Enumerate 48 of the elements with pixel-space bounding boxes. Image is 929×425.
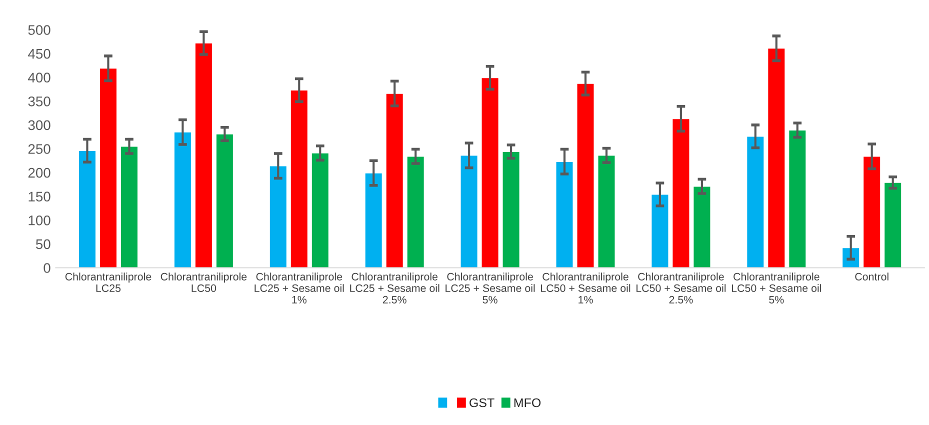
- bar: [767, 48, 786, 268]
- y-tick-label: 200: [28, 168, 50, 178]
- bar: [120, 146, 138, 268]
- bar: [672, 118, 690, 268]
- bar: [746, 136, 764, 268]
- legend-label: MFO: [514, 398, 541, 408]
- bar: [502, 151, 520, 268]
- bar: [194, 42, 213, 268]
- y-tick-label: 300: [28, 120, 50, 130]
- y-tick-label: 400: [28, 72, 50, 83]
- bar: [693, 186, 711, 268]
- y-tick-label: 450: [28, 48, 50, 59]
- y-tick-label: 150: [28, 192, 50, 202]
- y-tick-label: 500: [28, 25, 50, 35]
- y-tick-label: 350: [28, 96, 50, 106]
- legend-label: GST: [470, 398, 494, 408]
- x-tick-label: Chlorantraniliprole LC50 + Sesame oil 5%: [732, 272, 822, 304]
- x-tick-label: Chlorantraniliprole LC25 + Sesame oil 1%: [254, 272, 344, 304]
- bar: [788, 130, 806, 268]
- bar: [576, 83, 594, 268]
- x-tick-label: Chlorantraniliprole LC50 + Sesame oil 2.5%: [636, 272, 726, 304]
- x-tick-label: Control: [855, 272, 888, 280]
- bar: [311, 152, 330, 268]
- bar: [460, 155, 478, 268]
- bar: [651, 194, 669, 268]
- bar: [290, 90, 308, 268]
- bar: [269, 166, 288, 268]
- bar: [99, 68, 118, 268]
- bar: [862, 156, 881, 268]
- x-tick-label: Chlorantraniliprole LC50 + Sesame oil 1%: [541, 272, 630, 304]
- bar: [556, 161, 574, 268]
- x-tick-label: Chlorantraniliprole LC25 + Sesame oil 5%: [446, 272, 535, 304]
- bar: [481, 77, 499, 268]
- bar: [216, 134, 234, 268]
- x-tick-label: Chlorantraniliprole LC50: [160, 272, 247, 292]
- x-tick-label: Chlorantraniliprole LC25: [65, 272, 152, 292]
- y-tick-label: 250: [28, 144, 50, 154]
- y-tick-label: 50: [36, 239, 50, 250]
- x-tick-label: Chlorantraniliprole LC25 + Sesame oil 2.5%: [350, 272, 440, 304]
- bar: [884, 182, 902, 268]
- bar: [386, 93, 404, 268]
- bar: [78, 150, 96, 268]
- bar: [364, 172, 383, 268]
- y-tick-label: 0: [44, 263, 50, 273]
- y-tick-label: 100: [28, 215, 50, 226]
- bar: [598, 155, 616, 268]
- bar: [406, 156, 425, 268]
- bar: [174, 132, 192, 268]
